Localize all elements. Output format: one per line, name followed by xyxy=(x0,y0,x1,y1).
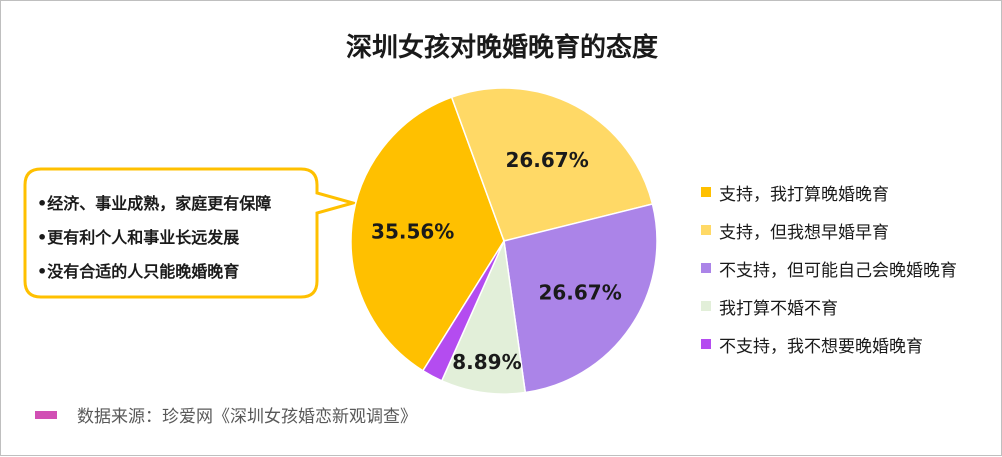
slice-value-label: 35.56% xyxy=(371,219,454,243)
legend-label: 不支持，我不想要晚婚晚育 xyxy=(719,336,923,357)
legend-swatch xyxy=(701,187,711,197)
legend-item: 不支持，我不想要晚婚晚育 xyxy=(701,325,957,363)
legend-item: 我打算不婚不育 xyxy=(701,287,957,325)
callout-bubble xyxy=(23,167,359,299)
legend-label: 不支持，但可能自己会晚婚晚育 xyxy=(719,260,957,281)
callout-text: •经济、事业成熟，家庭更有保障 •更有利个人和事业长远发展 •没有合适的人只能晚… xyxy=(37,187,271,289)
pie-slice xyxy=(440,238,527,395)
source-note: 数据来源：珍爱网《深圳女孩婚恋新观调查》 xyxy=(35,402,417,427)
legend-label: 支持，我打算晚婚晚育 xyxy=(719,184,889,205)
source-marker xyxy=(35,410,57,419)
callout-line: •没有合适的人只能晚婚晚育 xyxy=(37,262,240,281)
legend-swatch xyxy=(701,263,711,273)
slice-value-label: 26.67% xyxy=(505,148,588,172)
legend-item: 支持，但我想早婚早育 xyxy=(701,211,957,249)
legend-label: 支持，但我想早婚早育 xyxy=(719,222,889,243)
callout-line: •更有利个人和事业长远发展 xyxy=(37,228,240,247)
chart-title: 深圳女孩对晚婚晚育的态度 xyxy=(345,33,658,63)
legend-item: 支持，我打算晚婚晚育 xyxy=(701,173,957,211)
pie-slice xyxy=(350,96,505,372)
legend-label: 我打算不婚不育 xyxy=(719,298,838,319)
legend-swatch xyxy=(701,301,711,311)
pie-slice xyxy=(421,240,505,382)
legend-item: 不支持，但可能自己会晚婚晚育 xyxy=(701,249,957,287)
pie-slice xyxy=(503,203,658,394)
legend-swatch xyxy=(701,225,711,235)
legend-swatch xyxy=(701,339,711,349)
legend: 支持，我打算晚婚晚育 支持，但我想早婚早育 不支持，但可能自己会晚婚晚育 我打算… xyxy=(701,173,957,363)
slice-value-label: 8.89% xyxy=(452,350,521,374)
pie-slice xyxy=(450,87,654,242)
callout-line: •经济、事业成熟，家庭更有保障 xyxy=(37,194,272,213)
slice-value-label: 26.67% xyxy=(538,280,621,304)
source-text: 数据来源：珍爱网《深圳女孩婚恋新观调查》 xyxy=(77,407,417,427)
